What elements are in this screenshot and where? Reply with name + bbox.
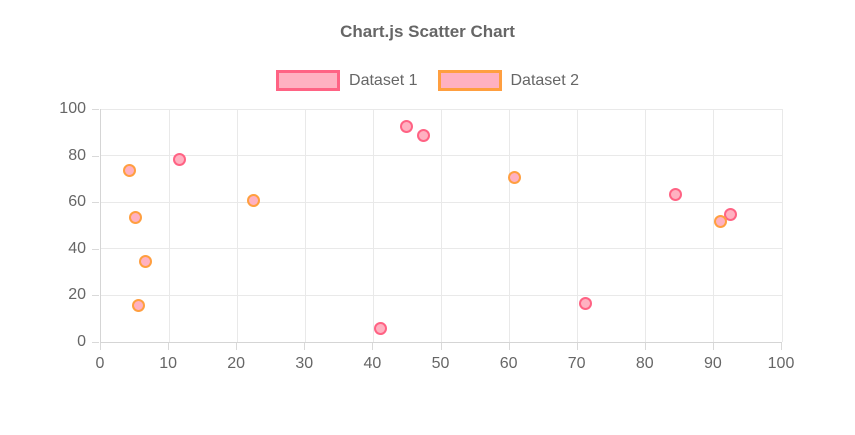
- y-tick-label: 100: [59, 100, 86, 117]
- y-tick-mark: [92, 342, 99, 343]
- x-tick-label: 100: [767, 355, 795, 372]
- y-gridline: [101, 155, 782, 157]
- y-gridline: [101, 108, 782, 110]
- x-tick-label: 40: [363, 355, 382, 372]
- x-tick-label: 60: [499, 355, 518, 372]
- x-gridline: [168, 109, 170, 342]
- y-tick-label: 20: [68, 286, 86, 304]
- y-gridline: [101, 248, 782, 250]
- x-tick-mark: [644, 343, 646, 350]
- data-point-dataset-2[interactable]: [507, 170, 521, 184]
- data-point-dataset-2[interactable]: [247, 193, 261, 207]
- x-tick-mark: [372, 343, 374, 350]
- y-tick-mark: [92, 155, 99, 157]
- x-gridline: [304, 109, 306, 342]
- x-tick-mark: [168, 343, 170, 350]
- legend-swatch-dataset-2: [437, 70, 502, 91]
- x-tick-mark: [100, 343, 101, 350]
- y-gridline: [101, 294, 782, 296]
- x-gridline: [781, 109, 783, 342]
- x-tick-label: 20: [227, 355, 246, 372]
- x-gridline: [509, 109, 511, 342]
- data-point-dataset-1[interactable]: [373, 322, 387, 336]
- plot-area: [100, 108, 783, 343]
- data-point-dataset-2[interactable]: [714, 215, 728, 229]
- x-tick-mark: [440, 343, 442, 350]
- y-gridline: [101, 201, 782, 203]
- x-gridline: [713, 109, 715, 342]
- legend-item-dataset-2[interactable]: Dataset 2: [437, 70, 579, 91]
- data-point-dataset-2[interactable]: [128, 210, 142, 224]
- x-gridline: [236, 109, 238, 342]
- data-point-dataset-1[interactable]: [579, 297, 593, 311]
- legend-label-dataset-2: Dataset 2: [510, 71, 579, 89]
- x-tick-label: 90: [703, 355, 722, 372]
- y-tick-label: 80: [68, 146, 86, 164]
- x-tick-mark: [236, 343, 238, 350]
- y-tick-label: 0: [77, 333, 86, 350]
- legend-label-dataset-1: Dataset 1: [349, 71, 418, 89]
- x-tick-label: 80: [635, 355, 654, 372]
- data-point-dataset-1[interactable]: [172, 153, 186, 167]
- legend-swatch-dataset-1: [276, 70, 341, 91]
- data-point-dataset-1[interactable]: [668, 188, 682, 201]
- x-gridline: [372, 109, 374, 342]
- data-point-dataset-2[interactable]: [139, 255, 153, 269]
- x-tick-mark: [304, 343, 306, 350]
- x-tick-label: 70: [567, 355, 586, 372]
- x-gridline: [441, 109, 442, 342]
- y-tick-label: 60: [68, 193, 86, 211]
- x-tick-mark: [508, 343, 510, 350]
- chart-legend: Dataset 1 Dataset 2: [0, 70, 855, 91]
- chart-title: Chart.js Scatter Chart: [340, 22, 515, 41]
- y-tick-mark: [92, 295, 99, 297]
- x-gridline: [577, 109, 579, 342]
- x-tick-mark: [781, 343, 782, 350]
- x-tick-mark: [576, 343, 578, 350]
- data-point-dataset-1[interactable]: [724, 208, 738, 222]
- x-tick-label: 0: [95, 355, 105, 372]
- y-tick-mark: [92, 109, 99, 110]
- legend-item-dataset-1[interactable]: Dataset 1: [276, 70, 418, 91]
- x-tick-label: 50: [431, 355, 450, 372]
- y-tick-mark: [92, 202, 99, 204]
- data-point-dataset-2[interactable]: [123, 163, 137, 177]
- y-tick-label: 40: [68, 239, 86, 257]
- data-point-dataset-1[interactable]: [399, 120, 413, 134]
- x-tick-label: 10: [159, 355, 177, 372]
- x-gridline: [645, 109, 647, 342]
- y-tick-mark: [92, 248, 99, 250]
- data-point-dataset-2[interactable]: [131, 298, 145, 312]
- data-point-dataset-1[interactable]: [416, 128, 430, 142]
- x-tick-label: 30: [295, 355, 314, 372]
- x-tick-mark: [712, 343, 714, 350]
